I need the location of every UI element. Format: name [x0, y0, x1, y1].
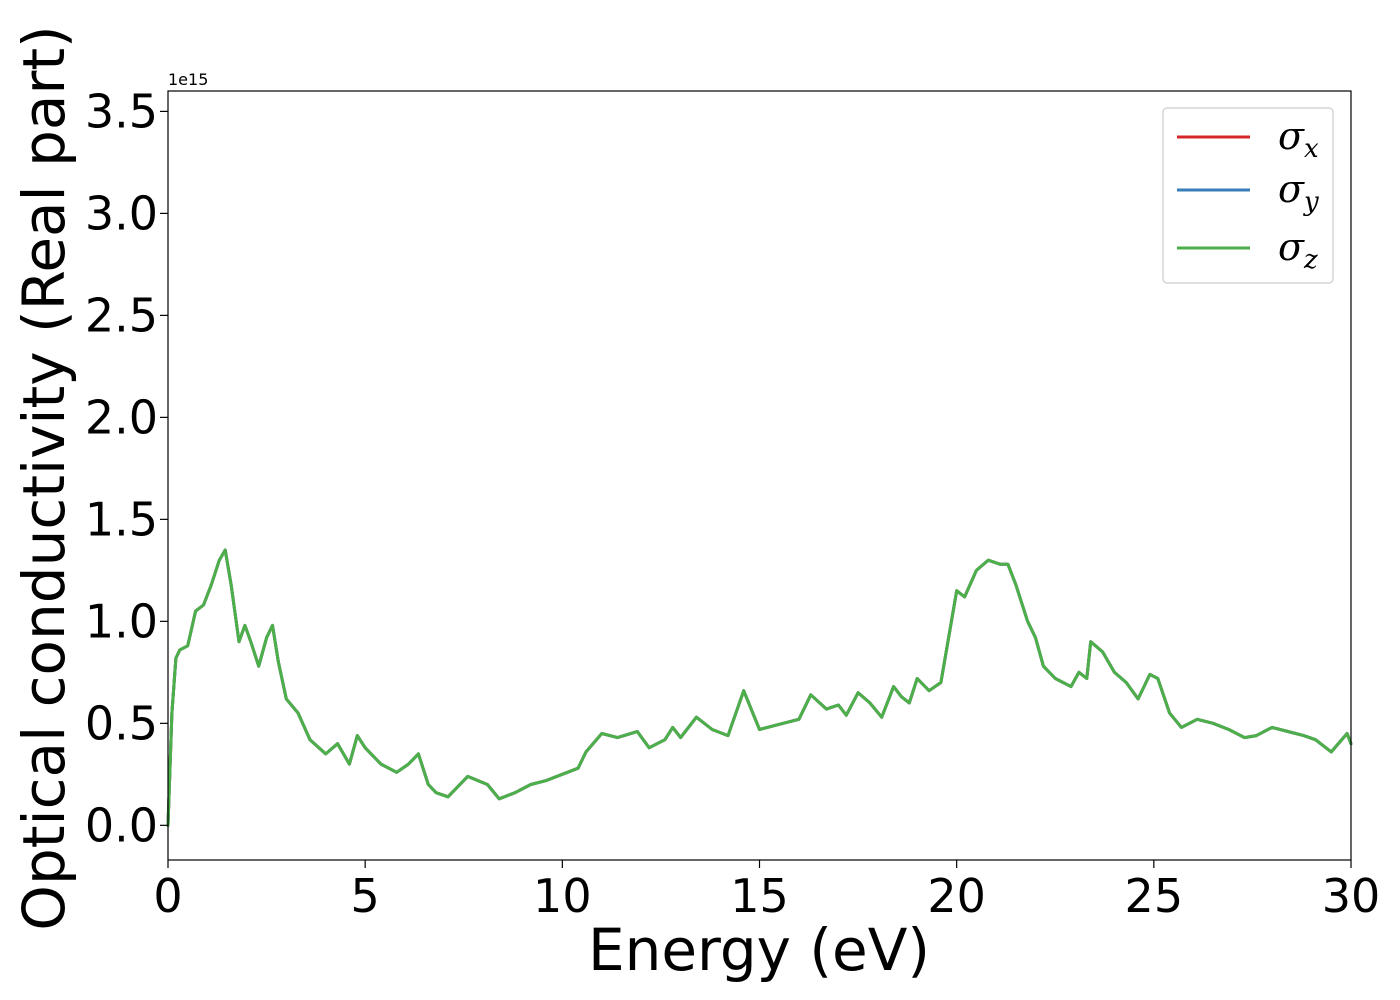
y-tick-label: 3.0: [85, 186, 158, 240]
x-axis: 0 5 10 15 20 25 30: [153, 860, 1380, 923]
y-offset-label: 1e15: [168, 70, 208, 89]
series-line-y: [166, 548, 1353, 827]
y-tick-label: 1.5: [85, 492, 158, 546]
x-tick-label: 0: [153, 869, 182, 923]
legend-label-z: σz: [1278, 225, 1318, 275]
y-tick-label: 2.5: [85, 288, 158, 342]
series-line-z: [166, 548, 1353, 827]
series-line-x: [166, 548, 1353, 827]
x-tick-label: 10: [533, 869, 592, 923]
x-tick-label: 5: [351, 869, 380, 923]
x-tick-label: 30: [1322, 869, 1381, 923]
x-tick-label: 25: [1125, 869, 1184, 923]
x-tick-label: 20: [927, 869, 986, 923]
y-tick-label: 0.0: [85, 798, 158, 852]
y-axis-label: Optical conductivity (Real part): [10, 25, 78, 930]
legend-label-x: σx: [1278, 114, 1319, 164]
y-axis: 0.0 0.5 1.0 1.5 2.0 2.5 3.0 3.5: [85, 84, 168, 852]
y-tick-label: 2.0: [85, 390, 158, 444]
x-tick-label: 15: [730, 869, 789, 923]
y-tick-label: 3.5: [85, 84, 158, 138]
legend-box: [1162, 107, 1334, 284]
x-axis-label: Energy (eV): [588, 916, 930, 984]
legend-label-y: σy: [1278, 167, 1319, 217]
y-tick-label: 0.5: [85, 696, 158, 750]
series-layer: [166, 548, 1353, 827]
y-tick-label: 1.0: [85, 594, 158, 648]
